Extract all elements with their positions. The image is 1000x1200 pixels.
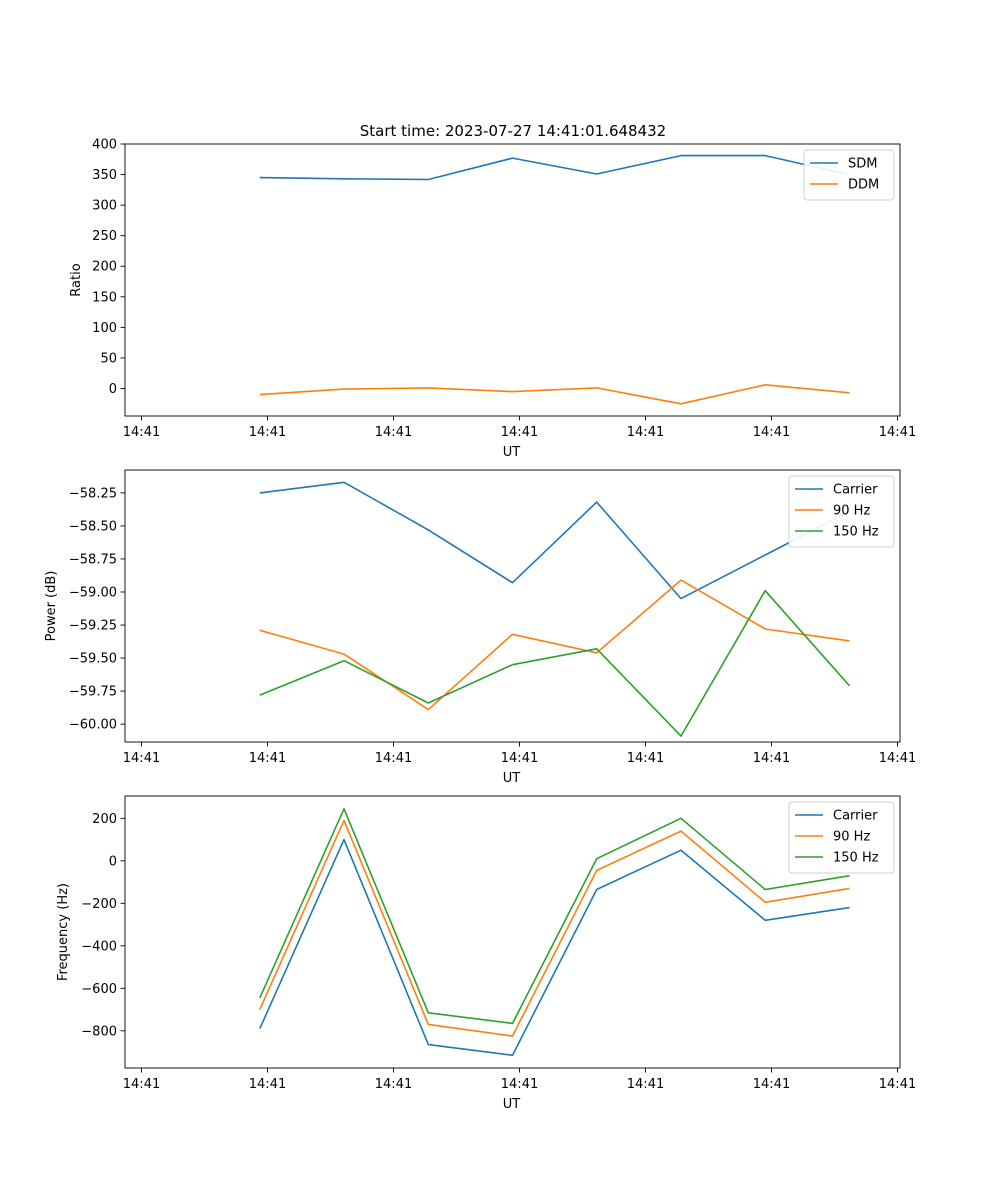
x-tick-label: 14:41 — [249, 1077, 286, 1092]
x-tick-label: 14:41 — [123, 751, 160, 766]
y-tick-label: 250 — [92, 229, 117, 244]
legend-label: 150 Hz — [833, 851, 879, 866]
series-line — [259, 579, 850, 711]
x-tick-label: 14:41 — [249, 751, 286, 766]
series-line — [259, 838, 850, 1057]
legend-label: SDM — [848, 157, 877, 172]
x-tick-label: 14:41 — [627, 425, 664, 440]
x-tick-label: 14:41 — [627, 1077, 664, 1092]
legend-label: Carrier — [833, 483, 878, 498]
x-tick-label: 14:41 — [375, 751, 412, 766]
x-tick-label: 14:41 — [501, 751, 538, 766]
legend: SDM DDM — [803, 149, 895, 201]
y-tick-label: −58.50 — [69, 519, 117, 534]
y-tick-label: −600 — [81, 982, 117, 997]
legend-box — [788, 801, 895, 874]
y-axis-label: Ratio — [69, 263, 84, 296]
series-carrier — [259, 838, 850, 1057]
y-tick-label: −58.25 — [69, 486, 117, 501]
series-line — [259, 819, 850, 1037]
x-tick-label: 14:41 — [375, 425, 412, 440]
axes-frame — [124, 469, 901, 743]
series-line — [259, 481, 850, 600]
panels: 14:41 14:41 14:41 14:41 14:41 14:41 14:41 0 50 10… — [44, 138, 916, 1113]
legend-box — [788, 475, 895, 548]
legend: Carrier 90 Hz 150 Hz — [788, 475, 895, 548]
x-tick-label: 14:41 — [753, 425, 790, 440]
y-tick-label: 300 — [92, 199, 117, 214]
series-150-hz — [259, 807, 850, 1025]
figure-title: Start time: 2023-07-27 14:41:01.648432 — [360, 122, 666, 140]
y-tick-label: −59.00 — [69, 585, 117, 600]
x-axis-label: UT — [503, 1097, 521, 1112]
series-150-hz — [259, 589, 851, 737]
legend: Carrier 90 Hz 150 Hz — [788, 801, 895, 874]
series-line — [259, 154, 850, 181]
y-tick-label: −59.75 — [69, 685, 117, 700]
series-ddm — [259, 383, 850, 405]
x-tick-label: 14:41 — [753, 1077, 790, 1092]
series-line — [259, 383, 850, 405]
y-tick-label: −59.25 — [69, 619, 117, 634]
y-tick-label: 200 — [92, 812, 117, 827]
y-tick-label: −59.50 — [69, 652, 117, 667]
x-tick-label: 14:41 — [249, 425, 286, 440]
axes-frame — [124, 143, 901, 417]
legend-label: Carrier — [833, 809, 878, 824]
y-tick-label: 50 — [100, 351, 117, 366]
series-line — [259, 589, 851, 737]
axes-frame — [124, 795, 901, 1069]
y-tick-label: 0 — [109, 382, 117, 397]
chart-panel-1: 14:41 14:41 14:41 14:41 14:41 14:41 14:41 0 50 10… — [69, 138, 916, 461]
x-tick-label: 14:41 — [627, 751, 664, 766]
y-tick-label: −60.00 — [69, 718, 117, 733]
series-carrier — [259, 481, 850, 600]
y-tick-label: −200 — [81, 897, 117, 912]
series-sdm — [259, 154, 850, 181]
legend-label: 90 Hz — [833, 504, 870, 519]
y-axis-label: Power (dB) — [44, 571, 59, 642]
x-axis-label: UT — [503, 445, 521, 460]
y-tick-label: 350 — [92, 168, 117, 183]
legend-label: 90 Hz — [833, 830, 870, 845]
x-tick-label: 14:41 — [879, 1077, 916, 1092]
y-tick-label: −400 — [81, 939, 117, 954]
y-tick-label: −800 — [81, 1024, 117, 1039]
chart-panel-3: 14:41 14:41 14:41 14:41 14:41 14:41 14:41 −800 −… — [56, 795, 916, 1112]
series-line — [259, 807, 850, 1025]
y-tick-label: 200 — [92, 260, 117, 275]
x-tick-label: 14:41 — [753, 751, 790, 766]
x-tick-label: 14:41 — [879, 425, 916, 440]
x-tick-label: 14:41 — [123, 1077, 160, 1092]
chart-panel-2: 14:41 14:41 14:41 14:41 14:41 14:41 14:41 −60.0… — [44, 469, 916, 786]
x-tick-label: 14:41 — [501, 1077, 538, 1092]
y-tick-label: 0 — [109, 854, 117, 869]
legend-label: 150 Hz — [833, 525, 879, 540]
series-90-hz — [259, 579, 850, 711]
legend-label: DDM — [848, 178, 879, 193]
x-tick-label: 14:41 — [501, 425, 538, 440]
x-tick-label: 14:41 — [879, 751, 916, 766]
y-tick-label: 100 — [92, 321, 117, 336]
x-tick-label: 14:41 — [375, 1077, 412, 1092]
series-90-hz — [259, 819, 850, 1037]
y-tick-label: 150 — [92, 290, 117, 305]
y-tick-label: 400 — [92, 138, 117, 153]
x-tick-label: 14:41 — [123, 425, 160, 440]
y-tick-label: −58.75 — [69, 552, 117, 567]
y-axis-label: Frequency (Hz) — [56, 883, 71, 981]
x-axis-label: UT — [503, 771, 521, 786]
